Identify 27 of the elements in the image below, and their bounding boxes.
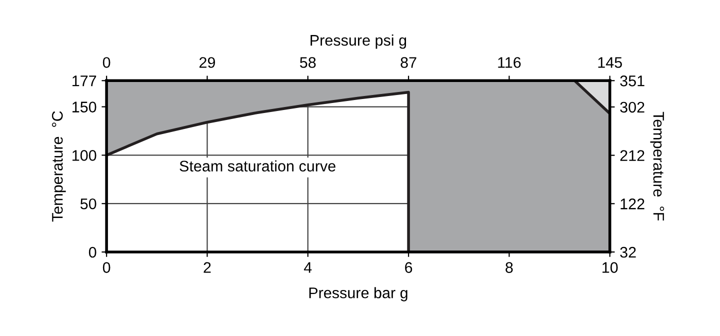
y2-tick-label: 212 — [620, 150, 644, 161]
x-tick-label: 10 — [602, 262, 618, 273]
y-tick-label: 100 — [72, 150, 96, 161]
x2-tick-label: 0 — [102, 57, 110, 68]
x2-tick-label: 29 — [199, 57, 215, 68]
annotation: Steam saturation curve — [180, 160, 336, 172]
x2-tick-label: 116 — [498, 57, 521, 68]
x-tick-label: 8 — [506, 262, 513, 273]
x-tick-label: 6 — [405, 262, 412, 273]
y-tick-label: 0 — [88, 246, 96, 258]
y-tick-label: 50 — [80, 198, 96, 210]
y2-tick-label: 302 — [620, 102, 644, 113]
x2-tick-label: 145 — [598, 57, 622, 68]
x2-tick-label: 87 — [400, 57, 416, 68]
x-tick-label: 4 — [304, 262, 312, 273]
y-tick-label: 150 — [72, 102, 96, 112]
y2-tick-label: 351 — [620, 76, 644, 86]
y-tick-label: 177 — [72, 76, 96, 86]
y2-tick-label: 122 — [620, 198, 644, 210]
x-tick-label: 2 — [204, 262, 211, 273]
x2-axis-title: Pressure psi g — [310, 34, 406, 49]
x-axis-title: Pressure bar g — [309, 287, 408, 302]
y-axis-title: Temperature °C — [52, 111, 66, 222]
y2-tick-label: 32 — [620, 246, 636, 258]
y2-axis-title: Temperature °F — [650, 112, 664, 221]
x-tick-label: 0 — [102, 262, 110, 273]
x2-tick-label: 58 — [300, 57, 316, 68]
